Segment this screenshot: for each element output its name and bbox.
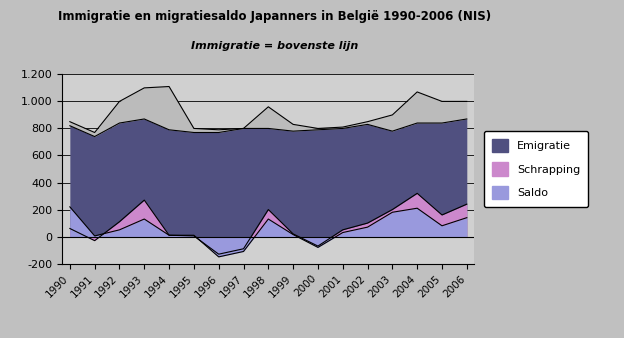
Text: Immigratie = bovenste lijn: Immigratie = bovenste lijn: [191, 41, 358, 51]
Text: Immigratie en migratiesaldo Japanners in België 1990-2006 (NIS): Immigratie en migratiesaldo Japanners in…: [58, 10, 491, 23]
Legend: Emigratie, Schrapping, Saldo: Emigratie, Schrapping, Saldo: [484, 131, 588, 207]
